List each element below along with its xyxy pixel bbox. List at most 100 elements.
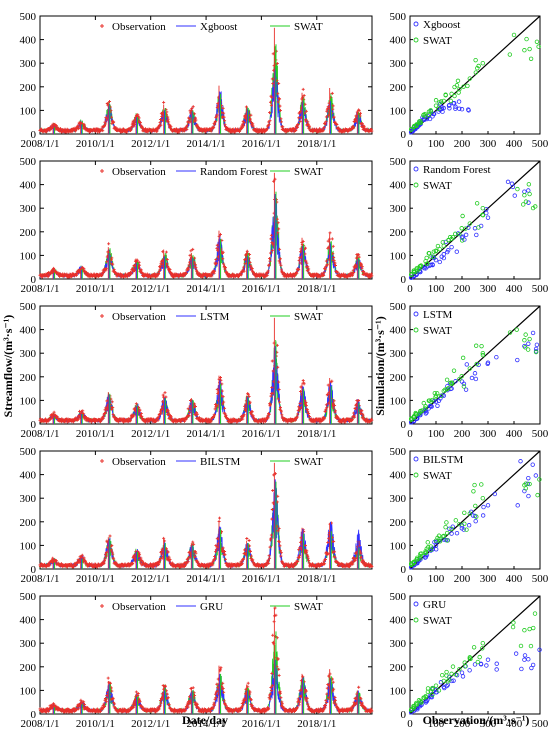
observation-point <box>219 666 223 670</box>
y-tick-label: 500 <box>20 156 37 168</box>
observation-point <box>112 557 116 561</box>
observation-point <box>323 706 327 710</box>
scatter-point <box>453 672 459 677</box>
legend-label-2: SWAT <box>294 21 323 33</box>
observation-point <box>296 697 300 701</box>
observation-point <box>302 382 306 386</box>
observation-point <box>163 684 167 688</box>
scatter-point <box>480 641 485 646</box>
scatter-point <box>433 394 438 400</box>
y-tick-label: 0 <box>401 129 407 141</box>
observation-point <box>210 561 214 565</box>
scatter-point <box>513 651 519 656</box>
observation-point <box>82 267 86 271</box>
observation-point <box>129 128 133 132</box>
x-tick-label: 0 <box>407 428 413 440</box>
legend-marker-observation <box>100 314 104 318</box>
scatter-point <box>473 57 478 63</box>
observation-point <box>249 554 253 558</box>
observation-point <box>187 263 191 267</box>
observation-point <box>193 263 197 267</box>
observation-point <box>295 415 299 419</box>
observation-point <box>186 705 190 709</box>
legend-label-2: SWAT <box>294 166 323 178</box>
observation-point <box>110 689 114 693</box>
scatter-point <box>435 535 440 541</box>
observation-point <box>118 127 122 131</box>
observation-point <box>213 269 217 273</box>
observation-point <box>286 420 290 424</box>
scatter-point <box>469 375 475 381</box>
scatter-point <box>445 249 450 255</box>
scatter-point <box>527 46 532 52</box>
observation-point <box>271 82 275 86</box>
observation-point <box>279 263 283 267</box>
observation-point <box>132 553 136 557</box>
scatter-point <box>414 123 419 129</box>
observation-point <box>270 508 274 512</box>
observation-point <box>164 250 168 254</box>
scatter-point <box>434 687 439 693</box>
observation-point <box>103 122 107 126</box>
scatter-point <box>409 272 414 278</box>
observation-point <box>297 408 301 412</box>
scatter-point <box>456 99 462 104</box>
observation-point <box>140 125 144 129</box>
x-tick-label: 2010/1/1 <box>76 573 115 585</box>
observation-point <box>301 378 305 382</box>
observation-point <box>188 117 192 121</box>
observation-point <box>222 400 226 404</box>
observation-point <box>280 413 284 417</box>
observation-point <box>352 556 356 560</box>
observation-point <box>248 549 252 553</box>
x-tick-label: 2014/1/1 <box>187 573 226 585</box>
legend-label-observation: Observation <box>112 21 166 33</box>
observation-point <box>251 122 255 126</box>
x-tick-label: 2018/1/1 <box>297 428 336 440</box>
observation-point <box>138 553 142 557</box>
observation-point <box>226 271 230 275</box>
observation-point <box>159 549 163 553</box>
observation-point <box>191 105 195 109</box>
observation-point <box>214 115 218 119</box>
observation-point <box>127 564 131 568</box>
observation-point <box>278 97 282 101</box>
scatter-point <box>451 101 456 106</box>
observation-point <box>158 699 162 703</box>
observation-point <box>242 701 246 705</box>
y-tick-label: 0 <box>31 564 37 576</box>
x-tick-label: 2014/1/1 <box>187 428 226 440</box>
x-tick-label: 0 <box>407 718 413 730</box>
scatter-point <box>428 108 433 113</box>
observation-point <box>75 272 79 276</box>
observation-point <box>290 129 294 133</box>
observation-point <box>108 534 112 538</box>
observation-point <box>81 409 85 413</box>
observation-point <box>213 557 217 561</box>
observation-point <box>160 552 164 556</box>
observation-point <box>278 544 282 548</box>
observation-point <box>298 109 302 113</box>
observation-point <box>297 259 301 263</box>
legend-label-1: GRU <box>200 601 223 613</box>
observation-point <box>186 407 190 411</box>
observation-point <box>324 120 328 124</box>
y-tick-label: 400 <box>390 180 407 192</box>
scatter-point <box>426 112 432 117</box>
x-tick-label: 400 <box>506 573 523 585</box>
scatter-point <box>530 330 536 336</box>
observation-point <box>160 263 164 267</box>
observation-point <box>268 402 272 406</box>
observation-point <box>111 262 115 266</box>
observation-point <box>129 271 133 275</box>
observation-point <box>93 129 97 133</box>
observation-point <box>167 703 171 707</box>
observation-point <box>279 117 283 121</box>
observation-point <box>353 407 357 411</box>
observation-point <box>86 272 90 276</box>
scatter-point <box>460 213 465 219</box>
observation-point <box>276 231 280 235</box>
x-tick-label: 300 <box>480 573 497 585</box>
x-tick-label: 2012/1/1 <box>131 573 170 585</box>
x-tick-label: 200 <box>454 428 471 440</box>
